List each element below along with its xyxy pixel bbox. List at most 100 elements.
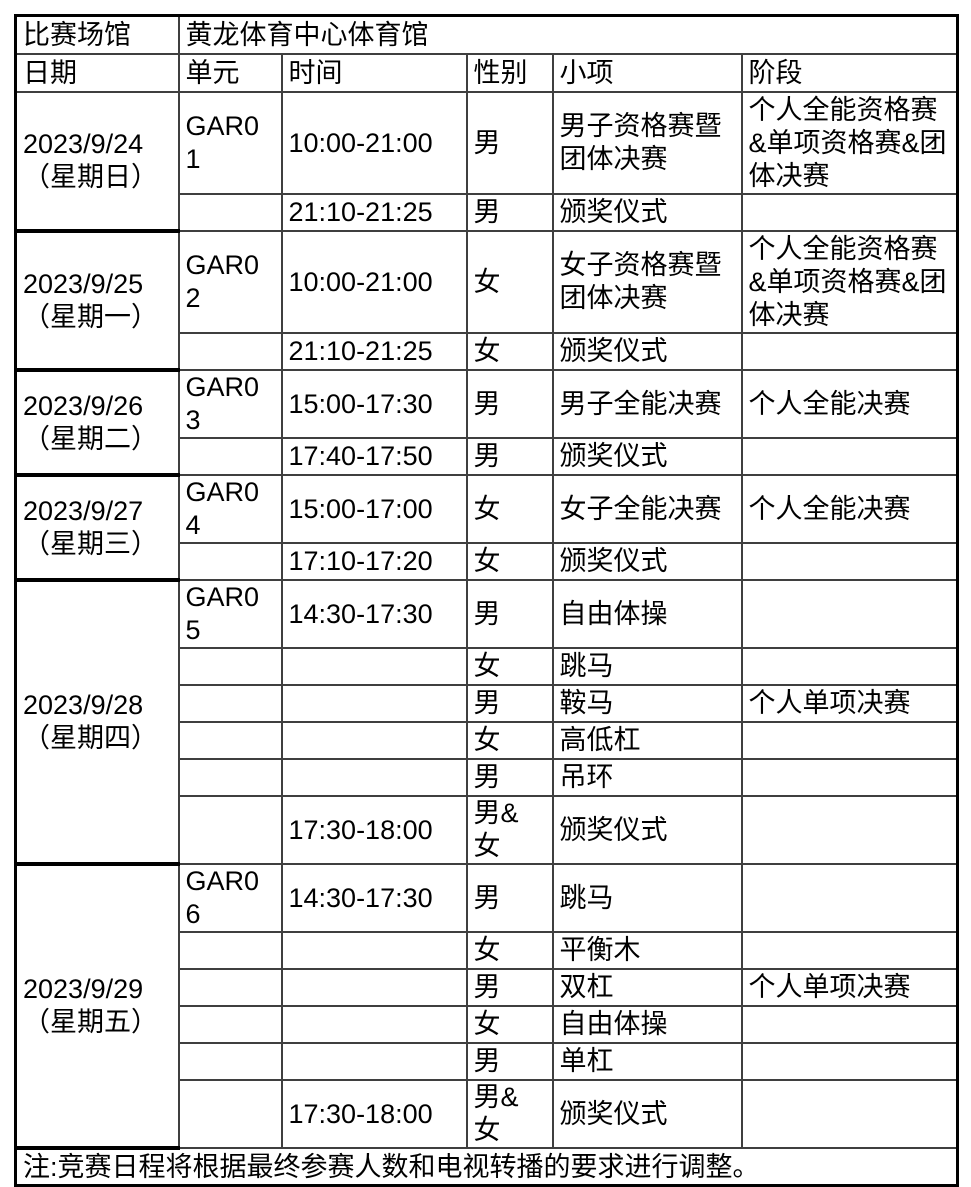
gender-cell: 女 <box>465 542 554 581</box>
date-value: 2023/9/28 <box>23 690 144 720</box>
header-row: 日期 单元 时间 性别 小项 阶段 <box>14 53 959 93</box>
gender-cell: 女 <box>465 647 554 686</box>
event-cell: 自由体操 <box>551 579 743 649</box>
schedule-row: 女 平衡木 <box>16 931 959 970</box>
event-cell: 高低杠 <box>551 721 743 760</box>
stage-cell <box>740 931 959 970</box>
unit-cell <box>177 1042 283 1081</box>
event-cell: 男子资格赛暨团体决赛 <box>551 91 743 195</box>
time-cell <box>280 1005 468 1044</box>
unit-cell <box>177 437 283 476</box>
unit-cell: GAR02 <box>177 230 283 334</box>
schedule-row: 2023/9/29 （星期五） GAR06 14:30-17:30 男 跳马 <box>14 863 959 1150</box>
stage-cell: 个人全能决赛 <box>740 369 959 439</box>
schedule-row: 17:10-17:20 女 颁奖仪式 <box>16 542 959 581</box>
weekday-value: （星期日） <box>23 162 158 192</box>
stage-cell: 个人单项决赛 <box>740 684 959 723</box>
venue-row: 比赛场馆 黄龙体育中心体育馆 <box>14 14 959 55</box>
event-cell: 平衡木 <box>551 931 743 970</box>
col-header-stage: 阶段 <box>740 53 959 93</box>
stage-cell <box>740 1079 959 1149</box>
unit-cell: GAR03 <box>177 369 283 439</box>
stage-cell <box>740 863 959 933</box>
col-header-gender: 性别 <box>465 53 554 93</box>
time-cell: 17:30-18:00 <box>280 795 468 865</box>
event-cell: 自由体操 <box>551 1005 743 1044</box>
time-cell <box>280 931 468 970</box>
date-value: 2023/9/24 <box>23 129 144 159</box>
gender-cell: 男 <box>465 758 554 797</box>
schedule-row: 女 跳马 <box>16 647 959 686</box>
unit-cell: GAR01 <box>177 91 283 195</box>
unit-cell <box>177 1005 283 1044</box>
event-cell: 颁奖仪式 <box>551 437 743 476</box>
gender-cell: 男 <box>465 968 554 1007</box>
time-cell: 21:10-21:25 <box>280 332 468 371</box>
schedule-table: 比赛场馆 黄龙体育中心体育馆 日期 单元 时间 性别 小项 阶段 2023/9/… <box>14 14 960 1187</box>
event-cell: 颁奖仪式 <box>551 332 743 371</box>
col-header-event: 小项 <box>551 53 743 93</box>
time-cell <box>280 647 468 686</box>
stage-cell: 个人全能决赛 <box>740 474 959 544</box>
stage-cell <box>740 193 959 232</box>
col-header-time: 时间 <box>280 53 468 93</box>
event-cell: 跳马 <box>551 863 743 933</box>
schedule-row: 21:10-21:25 男 颁奖仪式 <box>16 193 959 232</box>
time-cell: 14:30-17:30 <box>280 863 468 933</box>
gender-cell: 男&女 <box>465 795 554 865</box>
date-value: 2023/9/25 <box>23 268 144 299</box>
time-cell: 15:00-17:30 <box>280 369 468 439</box>
event-cell: 颁奖仪式 <box>551 1079 743 1149</box>
gender-cell: 女 <box>465 721 554 760</box>
unit-cell <box>177 332 283 371</box>
event-cell: 女子资格赛暨团体决赛 <box>551 230 743 334</box>
schedule-row: 17:40-17:50 男 颁奖仪式 <box>16 437 959 476</box>
date-value: 2023/9/27 <box>23 495 144 526</box>
venue-name: 黄龙体育中心体育馆 <box>177 14 959 55</box>
gender-cell: 女 <box>465 332 554 371</box>
gender-cell: 男&女 <box>465 1079 554 1149</box>
stage-cell: 个人全能资格赛&单项资格赛&团体决赛 <box>740 91 959 195</box>
stage-cell <box>740 1005 959 1044</box>
stage-cell: 个人全能资格赛&单项资格赛&团体决赛 <box>740 230 959 334</box>
unit-cell: GAR04 <box>177 474 283 544</box>
gender-cell: 男 <box>465 1042 554 1081</box>
date-cell: 2023/9/29 （星期五） <box>14 863 180 1150</box>
schedule-row: 男 鞍马 个人单项决赛 <box>16 684 959 723</box>
event-cell: 女子全能决赛 <box>551 474 743 544</box>
gender-cell: 男 <box>465 579 554 649</box>
unit-cell <box>177 721 283 760</box>
event-cell: 鞍马 <box>551 684 743 723</box>
schedule-row: 男 吊环 <box>16 758 959 797</box>
gender-cell: 男 <box>465 863 554 933</box>
date-cell: 2023/9/27 （星期三） <box>14 474 180 582</box>
schedule-row: 21:10-21:25 女 颁奖仪式 <box>16 332 959 371</box>
date-cell: 2023/9/24 （星期日） <box>14 91 180 233</box>
time-cell <box>280 721 468 760</box>
weekday-value: （星期一） <box>23 301 158 332</box>
time-cell: 10:00-21:00 <box>280 230 468 334</box>
unit-cell: GAR05 <box>177 579 283 649</box>
weekday-value: （星期二） <box>23 423 158 454</box>
date-cell: 2023/9/28 （星期四） <box>14 579 180 866</box>
stage-cell <box>740 332 959 371</box>
stage-cell <box>740 721 959 760</box>
gender-cell: 女 <box>465 474 554 544</box>
unit-cell <box>177 931 283 970</box>
note-row: 注:竞赛日程将根据最终参赛人数和电视转播的要求进行调整。 <box>14 1147 959 1187</box>
gender-cell: 男 <box>465 684 554 723</box>
gender-cell: 女 <box>465 230 554 334</box>
stage-cell <box>740 795 959 865</box>
date-cell: 2023/9/25 （星期一） <box>14 230 180 372</box>
weekday-value: （星期四） <box>23 723 158 753</box>
event-cell: 颁奖仪式 <box>551 542 743 581</box>
time-cell: 17:30-18:00 <box>280 1079 468 1149</box>
date-value: 2023/9/29 <box>23 974 144 1004</box>
stage-cell <box>740 758 959 797</box>
schedule-row: 2023/9/28 （星期四） GAR05 14:30-17:30 男 自由体操 <box>14 579 959 866</box>
unit-cell: GAR06 <box>177 863 283 933</box>
unit-cell <box>177 542 283 581</box>
gender-cell: 男 <box>465 91 554 195</box>
stage-cell <box>740 647 959 686</box>
weekday-value: （星期五） <box>23 1007 158 1037</box>
